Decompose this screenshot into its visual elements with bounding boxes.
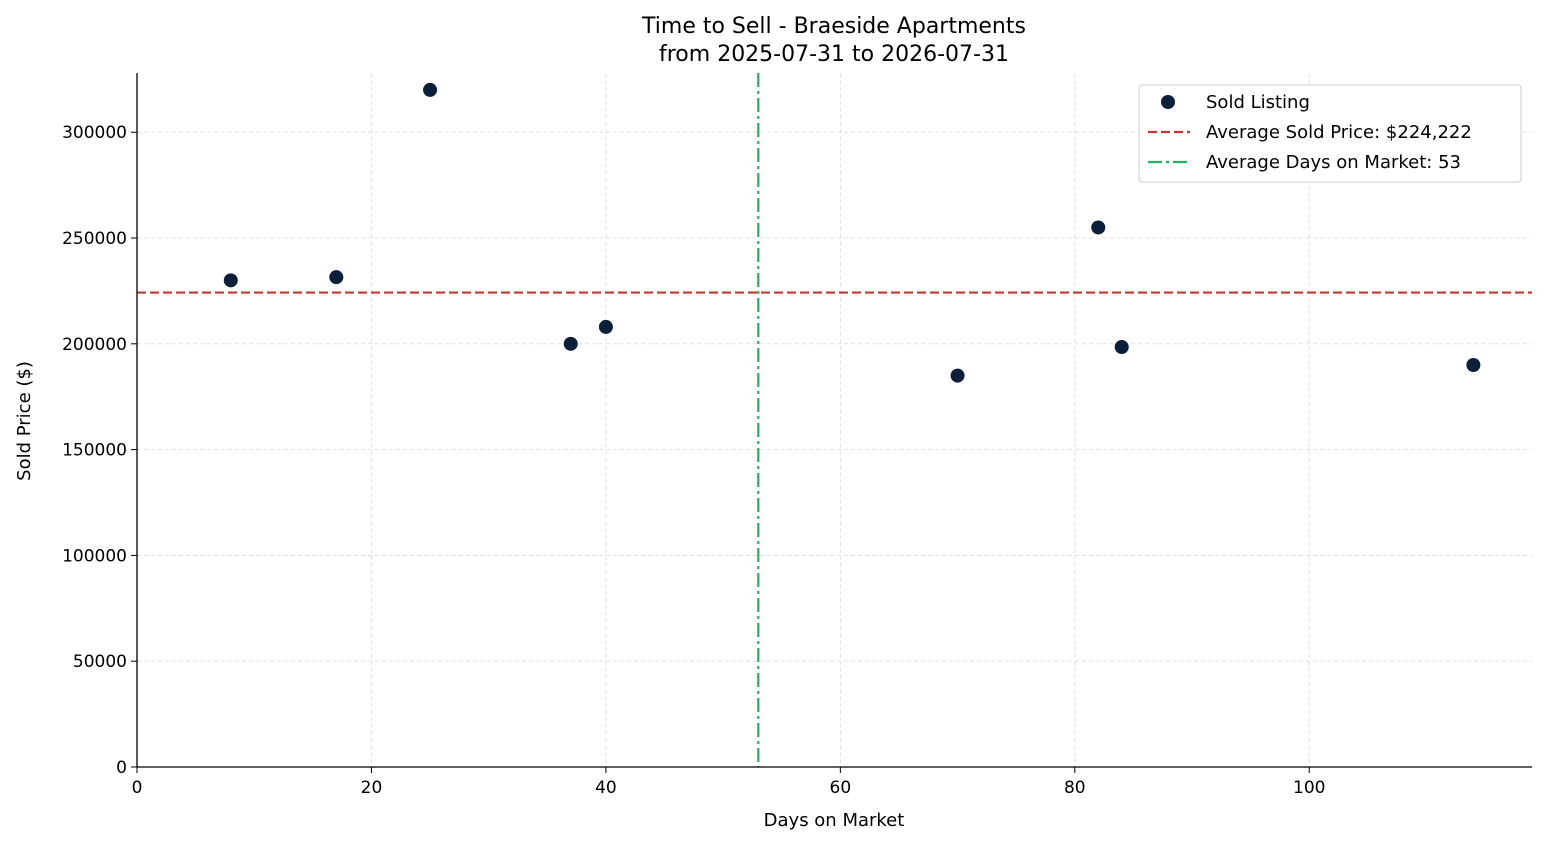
grid [137, 73, 1532, 767]
data-point [1466, 357, 1481, 372]
legend-label-average-price: Average Sold Price: $224,222 [1206, 122, 1472, 143]
x-tick-label: 0 [132, 778, 143, 798]
x-axis-label: Days on Market [764, 810, 905, 831]
data-point [223, 273, 238, 288]
x-tick-label: 60 [830, 778, 852, 798]
x-tick-label: 40 [595, 778, 617, 798]
x-tick-label: 100 [1293, 778, 1325, 798]
chart-title: Time to Sell - Braeside Apartments [641, 14, 1026, 39]
data-point [1114, 340, 1129, 355]
y-tick-label: 150000 [62, 441, 127, 461]
data-point [950, 368, 965, 383]
data-points [223, 82, 1481, 383]
y-axis-label: Sold Price ($) [14, 361, 35, 481]
legend-label-average-days: Average Days on Market: 53 [1206, 152, 1461, 173]
legend: Sold Listing Average Sold Price: $224,222… [1138, 84, 1522, 183]
data-point [329, 270, 344, 285]
y-tick-label: 100000 [62, 546, 127, 566]
y-tick-label: 300000 [62, 123, 127, 143]
data-point [563, 336, 578, 351]
y-tick-label: 0 [116, 758, 127, 778]
chart-subtitle: from 2025-07-31 to 2026-07-31 [659, 42, 1009, 67]
reference-lines [137, 73, 1532, 767]
legend-box [1138, 84, 1522, 183]
x-tick-label: 80 [1064, 778, 1086, 798]
data-point [598, 319, 613, 334]
y-tick-label: 200000 [62, 335, 127, 355]
legend-label-sold-listing: Sold Listing [1206, 92, 1310, 113]
y-tick-label: 250000 [62, 229, 127, 249]
legend-marker-sold-listing [1161, 95, 1175, 109]
axes: 0 20 40 60 80 100 0 50000 100000 150000 200000 2500… [62, 73, 1532, 798]
data-point [1091, 220, 1106, 235]
y-tick-label: 50000 [73, 652, 127, 672]
x-tick-label: 20 [361, 778, 383, 798]
data-point [423, 82, 438, 97]
